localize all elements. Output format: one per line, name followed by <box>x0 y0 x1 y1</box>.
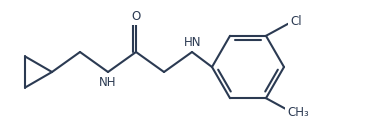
Text: CH₃: CH₃ <box>287 106 309 119</box>
Text: Cl: Cl <box>290 15 302 28</box>
Text: NH: NH <box>99 76 117 88</box>
Text: O: O <box>131 11 141 23</box>
Text: HN: HN <box>184 36 202 48</box>
